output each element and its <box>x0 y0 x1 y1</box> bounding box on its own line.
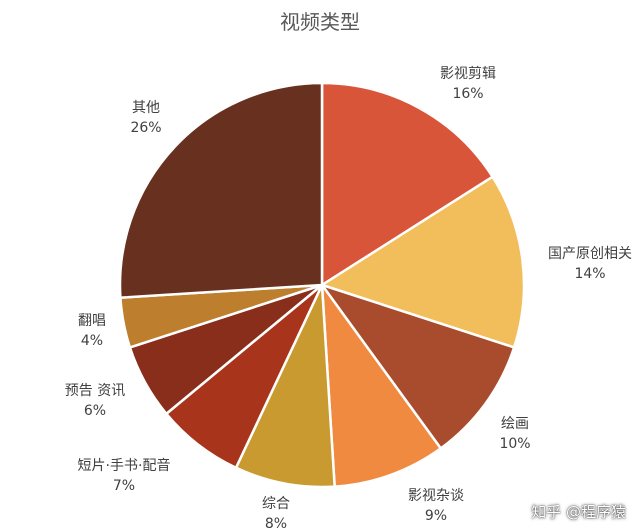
slice-label-2: 国产原创相关 <box>548 246 632 262</box>
slice-value-4: 9% <box>425 508 447 524</box>
slice-label-7: 预告 资讯 <box>65 383 125 399</box>
pie-slice-5 <box>234 283 336 489</box>
slice-label-9: 其他 <box>132 100 160 116</box>
pie-slice-3 <box>320 283 516 450</box>
slice-label-4: 影视杂谈 <box>408 488 464 504</box>
slice-value-7: 6% <box>84 403 106 419</box>
slice-label-6: 短片·手书·配音 <box>78 457 171 474</box>
slice-value-9: 26% <box>130 120 161 136</box>
watermark: 知乎 @程序猿 <box>531 503 626 521</box>
pie-slice-9 <box>118 81 324 299</box>
slice-label-3: 绘画 <box>501 416 529 432</box>
chart-title: 视频类型 <box>280 10 360 34</box>
slice-label-1: 影视剪辑 <box>440 66 496 82</box>
slice-value-1: 16% <box>452 86 483 102</box>
slice-value-2: 14% <box>574 266 605 282</box>
slice-label-5: 综合 <box>262 496 290 512</box>
slice-value-6: 7% <box>113 478 135 494</box>
slice-value-8: 4% <box>81 333 103 349</box>
slice-value-5: 8% <box>265 516 287 528</box>
slice-label-8: 翻唱 <box>78 313 106 329</box>
pie-slice-1 <box>320 81 494 287</box>
slice-value-3: 10% <box>499 436 530 452</box>
pie-slice-4 <box>320 283 442 488</box>
pie-slice-2 <box>320 175 526 349</box>
